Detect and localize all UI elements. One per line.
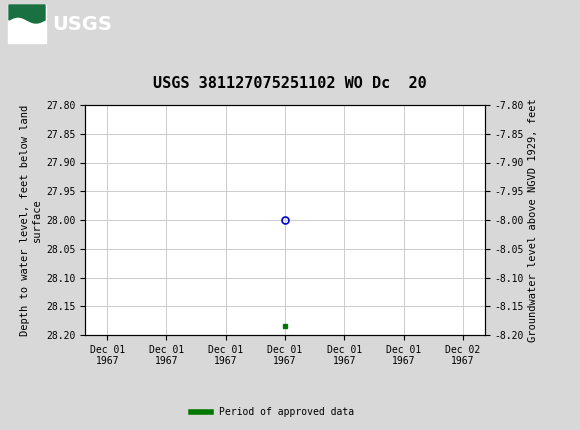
Legend: Period of approved data: Period of approved data (187, 403, 358, 421)
Text: USGS: USGS (52, 15, 112, 34)
Y-axis label: Depth to water level, feet below land
surface: Depth to water level, feet below land su… (20, 104, 42, 336)
Polygon shape (9, 5, 45, 23)
Bar (8, 5, 46, 43)
Y-axis label: Groundwater level above NGVD 1929, feet: Groundwater level above NGVD 1929, feet (528, 98, 538, 342)
Text: USGS 381127075251102 WO Dc  20: USGS 381127075251102 WO Dc 20 (153, 76, 427, 91)
Polygon shape (9, 25, 45, 43)
